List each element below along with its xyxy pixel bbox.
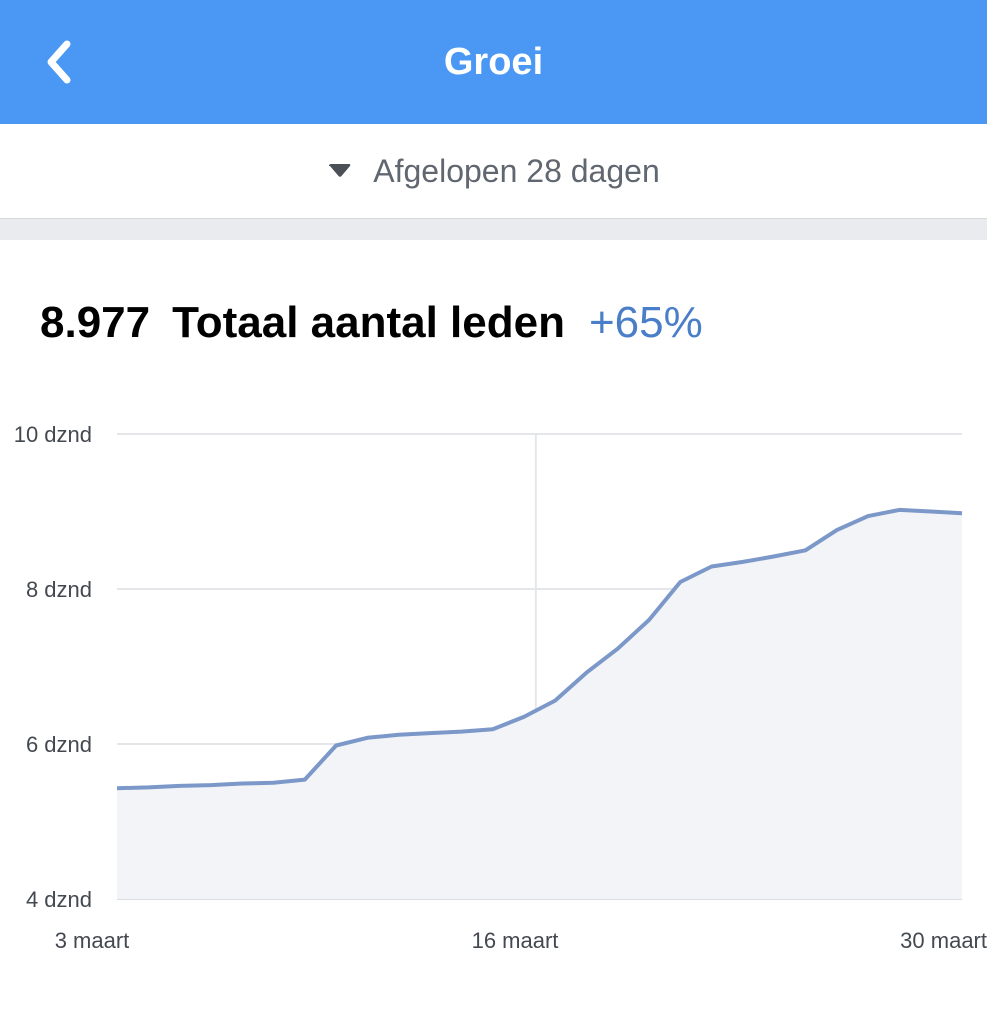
chevron-left-icon bbox=[47, 40, 71, 84]
date-range-selector[interactable]: Afgelopen 28 dagen bbox=[0, 124, 987, 219]
member-summary: 8.977 Totaal aantal leden +65% bbox=[40, 298, 703, 358]
caret-down-icon bbox=[329, 164, 351, 177]
area-fill bbox=[117, 509, 962, 899]
page-title: Groei bbox=[443, 41, 544, 83]
x-tick-label: 3 maart bbox=[55, 928, 130, 953]
y-tick-label: 6 dznd bbox=[26, 732, 92, 757]
date-range-label: Afgelopen 28 dagen bbox=[373, 152, 660, 189]
x-tick-label: 16 maart bbox=[472, 928, 559, 953]
y-tick-label: 10 dznd bbox=[14, 422, 92, 447]
series-line bbox=[116, 507, 963, 791]
members-growth-chart: 4 dznd 6 dznd 8 dznd 10 dznd 3 maart 16 maart… bbox=[14, 422, 987, 953]
total-members-value: 8.977 bbox=[40, 298, 151, 347]
y-tick-label: 4 dznd bbox=[26, 887, 92, 912]
section-divider bbox=[0, 219, 987, 240]
growth-percentage: +65% bbox=[588, 298, 703, 347]
y-tick-label: 8 dznd bbox=[26, 577, 92, 602]
x-tick-label: 30 maart bbox=[900, 928, 987, 953]
app-header: Groei bbox=[0, 0, 987, 124]
total-members-label: Totaal aantal leden bbox=[172, 298, 565, 347]
back-button[interactable] bbox=[30, 32, 86, 92]
